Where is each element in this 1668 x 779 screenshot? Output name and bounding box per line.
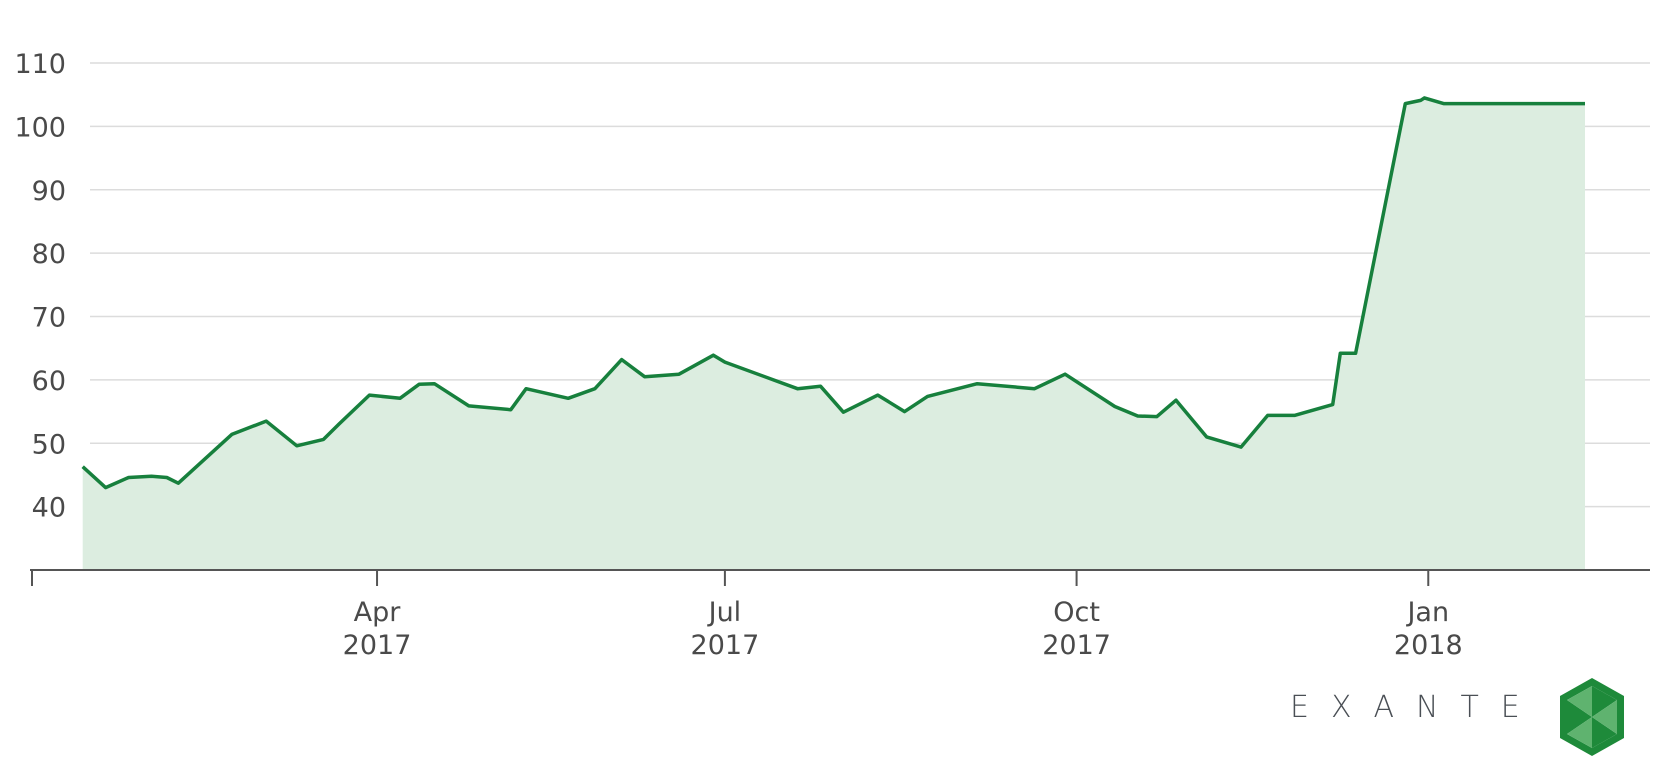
series-area-fill xyxy=(82,97,1586,571)
x-tick-label: Oct xyxy=(1053,597,1100,628)
x-tick-label: Apr xyxy=(354,597,402,628)
y-tick-label: 100 xyxy=(14,112,66,143)
y-tick-label: 70 xyxy=(32,303,66,334)
x-tick-label: 2017 xyxy=(691,630,760,661)
y-tick-label: 40 xyxy=(32,493,66,524)
x-tick-label: 2017 xyxy=(1042,630,1111,661)
series-line xyxy=(81,96,1585,490)
y-tick-label: 80 xyxy=(32,239,66,270)
y-tick-label: 110 xyxy=(14,49,66,80)
x-tick-label: Jan xyxy=(1405,597,1449,628)
y-tick-label: 60 xyxy=(32,366,66,397)
y-axis: 40 50 60 70 80 90 100 110 xyxy=(14,49,66,524)
brand-name: EXANTE xyxy=(1290,690,1542,725)
x-tick-label: 2017 xyxy=(343,630,412,661)
y-tick-label: 50 xyxy=(32,429,66,460)
x-tick-label: 2018 xyxy=(1394,630,1463,661)
x-tick-label: Jul xyxy=(707,597,742,628)
exante-hexagon-logo-icon xyxy=(1560,678,1624,756)
y-tick-label: 90 xyxy=(32,176,66,207)
